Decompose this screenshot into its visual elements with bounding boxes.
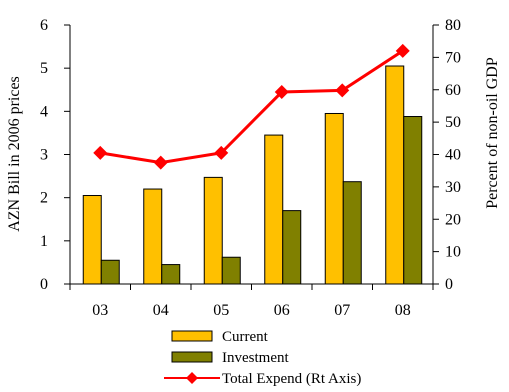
legend-label: Current [222,329,269,345]
bar-investment [282,210,302,285]
line-point-marker [93,145,108,160]
x-ticks: 03 04 05 06 07 08 [69,284,434,319]
line-point-marker [395,43,410,58]
left-y-tick-label: 1 [40,233,48,250]
left-y-tick-label: 0 [40,276,48,293]
bar-current [143,188,163,285]
x-tick-label: 08 [395,302,411,319]
right-y-tick-label: 60 [445,82,461,99]
line-point-marker [274,85,289,100]
bar-current [82,195,102,285]
x-tick-label: 07 [334,302,350,319]
x-tick-label: 06 [274,302,290,319]
right-y-tick-label: 80 [445,17,461,34]
bar-investment [161,264,181,285]
bar-current [324,112,344,285]
bar-investment [221,256,241,285]
left-y-tick-label: 5 [40,60,48,77]
left-y-tick-label: 6 [40,17,48,34]
right-y-tick-label: 70 [445,49,461,66]
bar-current [264,134,284,285]
line-point-marker [335,83,350,98]
line-series-layer [93,43,410,170]
right-y-tick-label: 20 [445,211,461,228]
right-axis-title: Percent of non-oil GDP [484,57,501,209]
line-total-expend [100,49,404,165]
bar-group [82,65,423,285]
bar-current [385,65,405,285]
left-axis-title: AZN Bill in 2006 prices [6,76,23,232]
right-y-tick-label: 10 [445,244,461,261]
right-y-tick-label: 30 [445,179,461,196]
legend-swatch-investment [171,351,213,363]
right-y-tick-label: 50 [445,114,461,131]
x-tick-label: 03 [92,302,108,319]
legend-swatch-current [171,330,213,342]
left-y-tick-label: 4 [40,103,48,120]
left-y-ticks: 0 1 2 3 4 5 6 [40,17,70,293]
legend-swatch-marker [186,372,198,384]
bar-investment [100,259,120,285]
bar-investment [342,181,362,285]
right-y-tick-label: 40 [445,147,461,164]
line-point-marker [214,145,229,160]
x-tick-label: 05 [213,302,229,319]
x-tick-label: 04 [153,302,169,319]
legend-label: Total Expend (Rt Axis) [222,371,361,387]
right-y-ticks: 0 10 20 30 40 50 60 70 80 [433,17,461,293]
line-point-marker [153,155,168,170]
left-y-tick-label: 3 [40,147,48,164]
bar-investment [403,116,423,285]
bar-current [203,176,223,285]
legend: Current Investment Total Expend (Rt Axis) [164,329,361,387]
right-y-tick-label: 0 [445,276,453,293]
legend-label: Investment [222,350,289,366]
left-y-tick-label: 2 [40,190,48,207]
